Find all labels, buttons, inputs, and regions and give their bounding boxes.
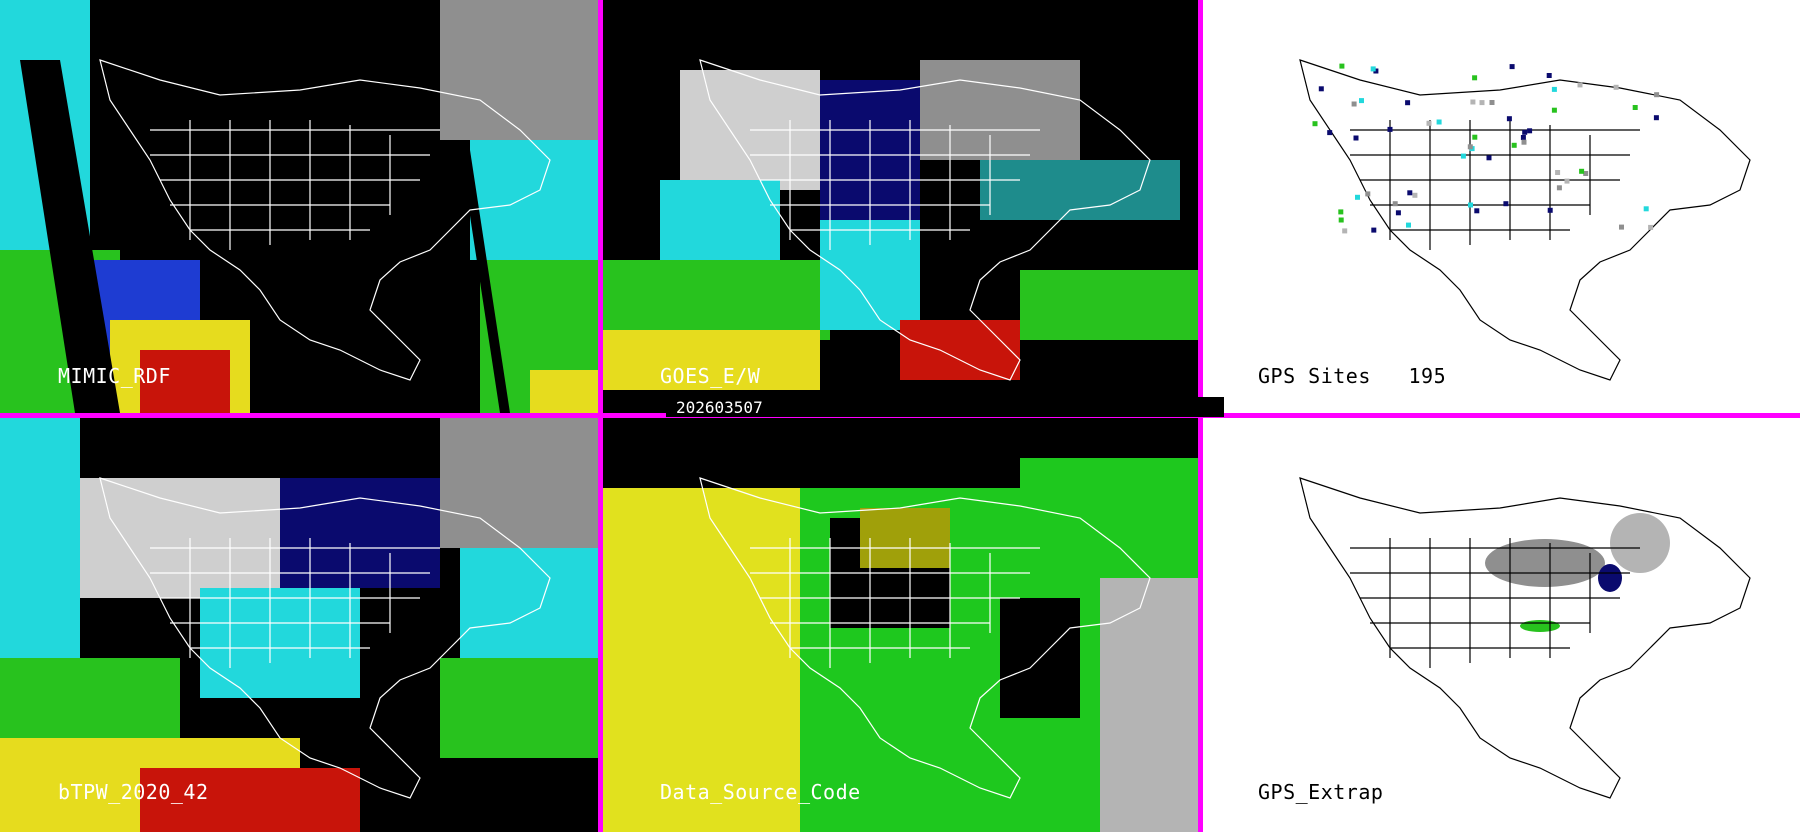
gps-site-marker <box>1520 135 1526 140</box>
panel-label-gps-sites: GPS Sites 195 <box>1258 364 1447 388</box>
gps-site-marker <box>1406 222 1411 228</box>
gps-site-marker <box>1643 206 1649 212</box>
gps-site-marker <box>1342 228 1348 234</box>
gps-site-marker <box>1460 153 1466 159</box>
gps-site-marker <box>1436 119 1442 125</box>
gps-site-marker <box>1546 73 1552 78</box>
gps-site-marker <box>1327 130 1333 136</box>
gps-site-marker <box>1392 201 1398 207</box>
gps-site-marker <box>1474 208 1480 214</box>
gps-site-marker <box>1555 170 1561 175</box>
gps-site-marker <box>1489 100 1495 105</box>
panel-label-btpw: bTPW_2020_42 <box>58 780 209 804</box>
gps-site-marker <box>1338 209 1344 215</box>
timestamp-bar <box>666 397 1224 417</box>
panel-btpw-map <box>0 418 600 832</box>
gps-site-marker <box>1312 121 1318 127</box>
gps-site-marker <box>1551 86 1557 92</box>
panel-goes-map <box>600 0 1200 413</box>
gps-site-marker <box>1355 194 1360 200</box>
gps-site-marker <box>1654 92 1660 98</box>
panel-mimic-map <box>0 0 600 413</box>
gps-site-marker <box>1318 86 1324 92</box>
panel-label-gps-extrap: GPS_Extrap <box>1258 780 1384 804</box>
gps-site-marker <box>1511 142 1517 148</box>
gps-site-marker <box>1479 100 1485 106</box>
gps-site-marker <box>1407 190 1413 196</box>
gps-site-marker <box>1547 207 1553 213</box>
gps-site-marker <box>1339 63 1345 69</box>
gps-site-marker <box>1370 66 1376 72</box>
gps-site-marker <box>1619 224 1624 230</box>
gps-site-marker <box>1353 135 1359 141</box>
gps-site-marker <box>1579 168 1585 174</box>
panel-gps-extrap-map <box>1200 418 1800 832</box>
gps-site-marker <box>1583 171 1589 176</box>
gps-site-marker <box>1467 144 1473 150</box>
gps-site-marker <box>1373 68 1379 74</box>
panel-data-source-map <box>600 418 1200 832</box>
gps-site-marker <box>1577 82 1583 88</box>
panel-label-mimic: MIMIC_RDF <box>58 364 171 388</box>
gps-site-marker <box>1564 178 1570 184</box>
gps-site-marker <box>1470 99 1476 105</box>
gps-site-marker <box>1338 217 1344 223</box>
gps-site-marker <box>1521 139 1527 145</box>
gps-site-marker <box>1613 84 1619 90</box>
gps-site-marker <box>1522 129 1528 135</box>
gps-site-marker <box>1387 126 1393 132</box>
gps-site-marker <box>1472 134 1478 140</box>
panel-label-data-source: Data_Source_Code <box>660 780 861 804</box>
gps-site-marker <box>1405 100 1411 106</box>
gps-site-marker <box>1527 128 1533 134</box>
gps-site-marker <box>1371 227 1377 233</box>
gps-site-marker <box>1551 107 1557 113</box>
gps-site-marker <box>1632 105 1638 110</box>
gps-site-marker <box>1506 116 1512 122</box>
gps-site-marker <box>1509 64 1515 70</box>
gps-site-marker <box>1365 191 1371 197</box>
gps-site-marker <box>1426 120 1432 126</box>
gps-site-marker <box>1412 192 1418 198</box>
gps-site-marker <box>1648 224 1654 230</box>
gps-site-marker <box>1556 185 1562 191</box>
panel-label-goes: GOES_E/W <box>660 364 761 388</box>
panel-gps-sites-map <box>1200 0 1800 413</box>
gps-site-marker <box>1472 75 1478 81</box>
timestamp-label: 202603507 <box>676 398 763 417</box>
gps-site-marker <box>1359 98 1364 104</box>
gps-site-marker <box>1486 155 1492 161</box>
gps-site-marker <box>1503 201 1509 207</box>
gps-site-marker <box>1351 101 1357 107</box>
gps-site-marker <box>1395 210 1401 216</box>
gps-site-marker <box>1468 202 1473 208</box>
gps-site-marker <box>1653 115 1659 121</box>
gps-site-markers <box>1312 63 1660 234</box>
